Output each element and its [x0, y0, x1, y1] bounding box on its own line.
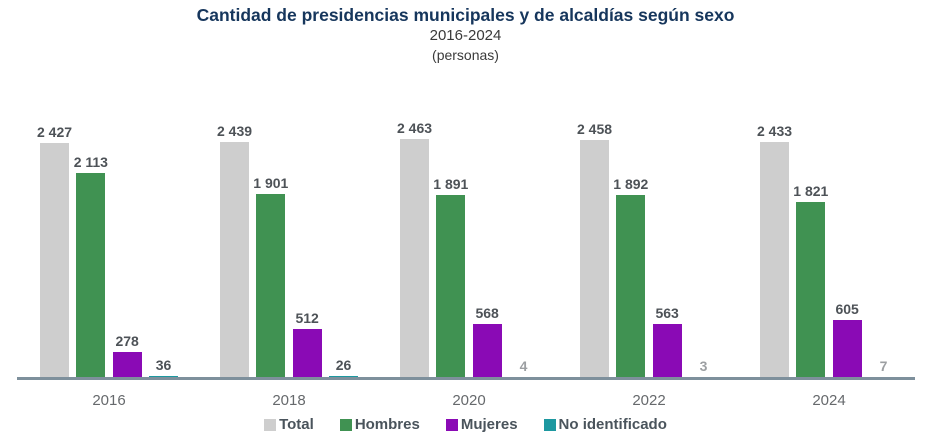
legend-label: Total — [279, 416, 314, 433]
bar-group-2018: 2 439 1 901 512 26 — [217, 123, 358, 379]
legend-swatch-icon — [445, 418, 458, 431]
bar-hombres-2020: 1 891 — [433, 176, 468, 379]
legend-label: No identificado — [558, 416, 667, 433]
bar-group-2022: 2 458 1 892 563 3 — [577, 121, 718, 379]
bar-value-label: 3 — [699, 358, 708, 374]
x-axis-label-2018: 2018 — [272, 392, 306, 409]
bar-group-2020: 2 463 1 891 568 4 — [397, 120, 538, 379]
x-axis-label-2016: 2016 — [92, 392, 126, 409]
bar-value-label: 36 — [155, 356, 172, 373]
bar-value-label: 2 113 — [73, 154, 108, 171]
bar-value-label: 1 821 — [793, 182, 829, 199]
bar-value-label: 278 — [115, 332, 139, 349]
bar-value-label: 7 — [879, 358, 888, 374]
legend: Total Hombres Mujeres No identificado — [0, 416, 931, 433]
plot-area: 2 427 2 113 278 36 2 439 1 901 512 26 2 463 1 891… — [37, 120, 898, 379]
bar-mujeres-2022: 563 — [652, 305, 682, 379]
bar-hombres-2022: 1 892 — [613, 176, 648, 379]
legend-swatch-icon — [264, 418, 277, 431]
bar-value-label: 1 892 — [613, 175, 649, 192]
chart-subtitle: 2016-2024 — [429, 27, 502, 44]
bar-value-label: 1 901 — [253, 174, 289, 191]
chart-header: Cantidad de presidencias municipales y d… — [0, 4, 931, 65]
x-axis-label-2020: 2020 — [452, 392, 486, 409]
bar-value-label: 2 463 — [396, 120, 433, 137]
bar-mujeres-2024: 605 — [832, 301, 862, 379]
x-axis-line — [17, 377, 915, 380]
legend-label: Hombres — [354, 416, 420, 433]
bar-total-2016: 2 427 — [37, 124, 72, 379]
bar-value-label: 26 — [335, 357, 352, 374]
bar-group-2016: 2 427 2 113 278 36 — [37, 124, 178, 379]
bar-total-2022: 2 458 — [577, 121, 612, 379]
bar-value-label: 4 — [519, 358, 528, 374]
bar-group-2024: 2 433 1 821 605 7 — [757, 123, 898, 379]
bar-mujeres-2018: 512 — [292, 310, 322, 379]
x-axis-label-2022: 2022 — [632, 392, 666, 409]
legend-swatch-icon — [543, 418, 556, 431]
legend-item-no-identificado: No identificado — [543, 416, 667, 433]
legend-item-mujeres: Mujeres — [445, 416, 518, 433]
bar-mujeres-2020: 568 — [472, 305, 502, 379]
x-axis-labels: 2016 2018 2020 2022 2024 — [40, 392, 898, 412]
bar-hombres-2018: 1 901 — [253, 175, 288, 379]
bar-total-2018: 2 439 — [217, 123, 252, 379]
bar-hombres-2016: 2 113 — [74, 154, 108, 379]
bar-value-label: 2 427 — [36, 123, 73, 140]
legend-swatch-icon — [339, 418, 352, 431]
legend-item-hombres: Hombres — [339, 416, 420, 433]
bar-value-label: 2 458 — [576, 120, 613, 137]
bar-value-label: 512 — [295, 310, 319, 327]
bar-value-label: 2 439 — [216, 122, 253, 139]
bar-value-label: 1 891 — [433, 175, 469, 192]
legend-item-total: Total — [264, 416, 314, 433]
bar-total-2020: 2 463 — [397, 120, 432, 379]
chart-unit-label: (personas) — [432, 47, 499, 63]
bar-value-label: 605 — [835, 301, 859, 318]
chart-title: Cantidad de presidencias municipales y d… — [196, 5, 735, 25]
bar-hombres-2024: 1 821 — [793, 183, 828, 379]
bar-value-label: 2 433 — [756, 123, 793, 140]
bar-mujeres-2016: 278 — [112, 333, 142, 379]
legend-label: Mujeres — [460, 416, 518, 433]
x-axis-label-2024: 2024 — [812, 392, 846, 409]
bar-value-label: 563 — [655, 305, 679, 322]
bar-total-2024: 2 433 — [757, 123, 792, 379]
bar-value-label: 568 — [475, 304, 499, 321]
